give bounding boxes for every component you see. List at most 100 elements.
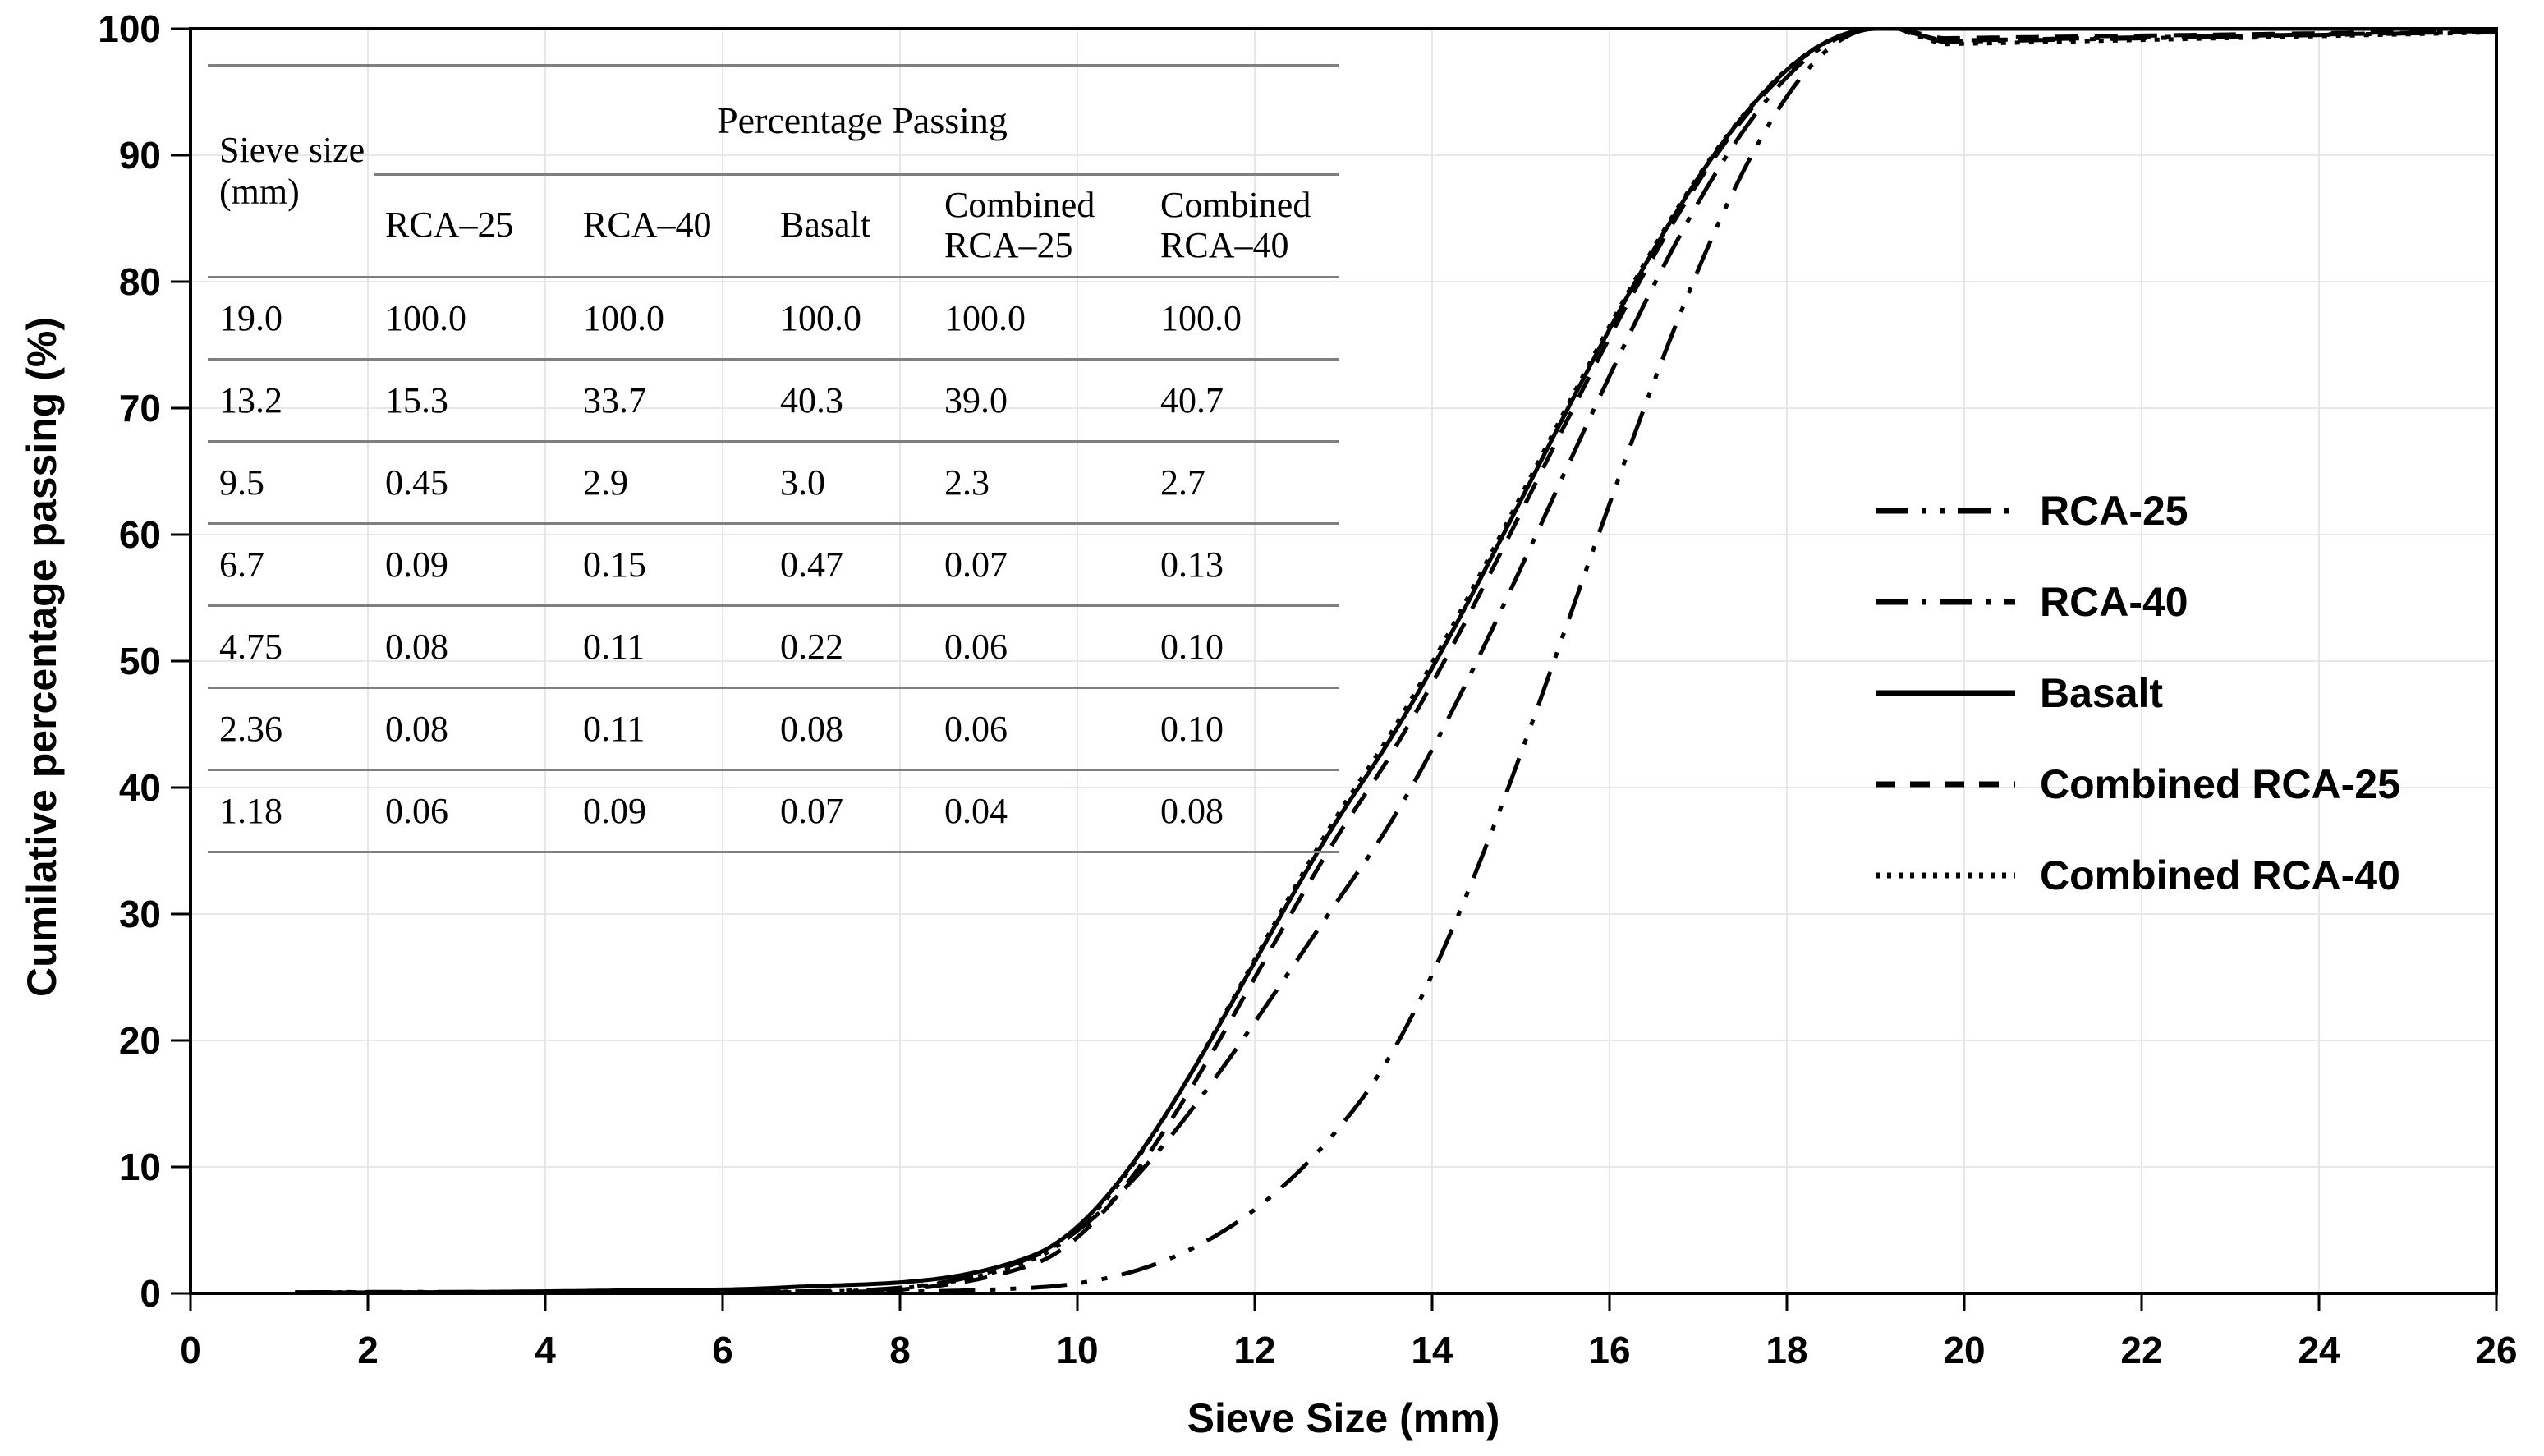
passing-value-cell: 0.11 [572,687,769,771]
subheader-combined-rca40: Combined RCA–40 [1149,174,1339,278]
legend-item: RCA-40 [1876,556,2400,647]
x-tick-label: 2 [357,1329,379,1371]
sieve-size-cell: 6.7 [208,523,374,607]
y-tick-label: 50 [119,640,161,682]
x-tick-label: 0 [180,1329,201,1371]
passing-value-cell: 0.09 [572,769,769,853]
passing-value-cell: 100.0 [374,277,572,361]
passing-value-cell: 100.0 [769,277,933,361]
legend-label: RCA-40 [2040,578,2188,625]
series-curve-combined-rca-40 [295,29,2496,1293]
legend-item: Basalt [1876,647,2400,738]
subheader-rca25: RCA–25 [374,174,572,278]
passing-value-cell: 0.15 [572,523,769,607]
passing-value-cell: 2.3 [933,441,1149,525]
y-tick-label: 10 [119,1146,161,1188]
passing-value-cell: 0.07 [769,769,933,853]
curves-group [295,29,2496,1293]
passing-value-cell: 0.08 [374,687,572,771]
x-tick-label: 16 [1588,1329,1630,1371]
x-tick-label: 4 [535,1329,556,1371]
legend-label: RCA-25 [2040,487,2188,534]
table-row: 9.5 0.45 2.9 3.0 2.3 2.7 [208,441,1339,525]
table-row: 6.7 0.09 0.15 0.47 0.07 0.13 [208,523,1339,607]
subheader-basalt: Basalt [769,174,933,278]
y-tick-label: 100 [98,7,161,50]
passing-value-cell: 0.11 [572,605,769,689]
passing-value-cell: 0.47 [769,523,933,607]
passing-value-cell: 0.06 [374,769,572,853]
y-tick-label: 80 [119,260,161,303]
legend-line-sample-dash-dot-dot [1876,508,2015,513]
passing-value-cell: 0.06 [933,605,1149,689]
legend-label: Combined RCA-25 [2040,760,2400,807]
x-tick-label: 26 [2475,1329,2517,1371]
percentage-passing-table: Sieve size (mm) Percentage Passing RCA–2… [208,64,1339,853]
passing-value-cell: 0.22 [769,605,933,689]
legend-item: RCA-25 [1876,465,2400,556]
subheader-combined-rca25: Combined RCA–25 [933,174,1149,278]
legend-line-sample-dash-dot [1876,599,2015,604]
x-tick-label: 14 [1411,1329,1453,1371]
passing-value-cell: 0.06 [933,687,1149,771]
y-tick-label: 90 [119,134,161,177]
table-row: 19.0 100.0 100.0 100.0 100.0 100.0 [208,277,1339,361]
sieve-size-cell: 4.75 [208,605,374,689]
y-tick-label: 20 [119,1019,161,1062]
y-tick-label: 40 [119,766,161,809]
passing-value-cell: 0.08 [1149,769,1339,853]
sieve-size-cell: 2.36 [208,687,374,771]
sieve-size-cell: 13.2 [208,359,374,443]
x-axis-title: Sieve Size (mm) [1187,1395,1500,1441]
legend-line-sample-solid [1876,690,2015,696]
passing-value-cell: 0.09 [374,523,572,607]
y-tick-label: 0 [140,1272,161,1315]
legend-label: Combined RCA-40 [2040,852,2400,898]
passing-value-cell: 39.0 [933,359,1149,443]
legend-line-sample-dotted [1876,872,2015,878]
x-tick-label: 18 [1766,1329,1807,1371]
sieve-size-cell: 1.18 [208,769,374,853]
table-subheader-row: RCA–25 RCA–40 Basalt Combined RCA–25 Com… [208,174,1339,278]
x-tick-label: 22 [2120,1329,2162,1371]
passing-value-cell: 0.04 [933,769,1149,853]
group-header: Percentage Passing [374,65,1339,176]
passing-value-cell: 100.0 [1149,277,1339,361]
table-row: 1.18 0.06 0.09 0.07 0.04 0.08 [208,769,1339,853]
table-row: 13.2 15.3 33.7 40.3 39.0 40.7 [208,359,1339,443]
x-tick-label: 10 [1056,1329,1098,1371]
passing-value-cell: 2.9 [572,441,769,525]
passing-value-cell: 0.08 [769,687,933,771]
passing-value-cell: 40.3 [769,359,933,443]
legend-item: Combined RCA-40 [1876,829,2400,921]
y-tick-label: 70 [119,387,161,429]
passing-value-cell: 40.7 [1149,359,1339,443]
sieve-size-cell: 19.0 [208,277,374,361]
y-tick-label: 60 [119,513,161,556]
x-tick-label: 24 [2298,1329,2340,1371]
passing-value-cell: 3.0 [769,441,933,525]
passing-value-cell: 2.7 [1149,441,1339,525]
sieve-size-cell: 9.5 [208,441,374,525]
passing-value-cell: 0.10 [1149,605,1339,689]
passing-value-cell: 0.10 [1149,687,1339,771]
chart-legend: RCA-25 RCA-40 Basalt Combined RCA-25 Combine… [1876,465,2400,921]
passing-value-cell: 0.45 [374,441,572,525]
x-tick-label: 20 [1943,1329,1985,1371]
subheader-rca40: RCA–40 [572,174,769,278]
x-tick-label: 8 [889,1329,911,1371]
sieve-size-header: Sieve size (mm) [208,65,374,278]
passing-value-cell: 0.07 [933,523,1149,607]
table-row: 4.75 0.08 0.11 0.22 0.06 0.10 [208,605,1339,689]
legend-item: Combined RCA-25 [1876,738,2400,829]
y-tick-label: 30 [119,893,161,935]
legend-label: Basalt [2040,669,2164,716]
legend-line-sample-dashed [1876,781,2015,787]
passing-value-cell: 33.7 [572,359,769,443]
passing-value-cell: 0.13 [1149,523,1339,607]
passing-value-cell: 0.08 [374,605,572,689]
x-tick-label: 6 [712,1329,733,1371]
passing-value-cell: 15.3 [374,359,572,443]
table-header-row: Sieve size (mm) Percentage Passing [208,65,1339,278]
